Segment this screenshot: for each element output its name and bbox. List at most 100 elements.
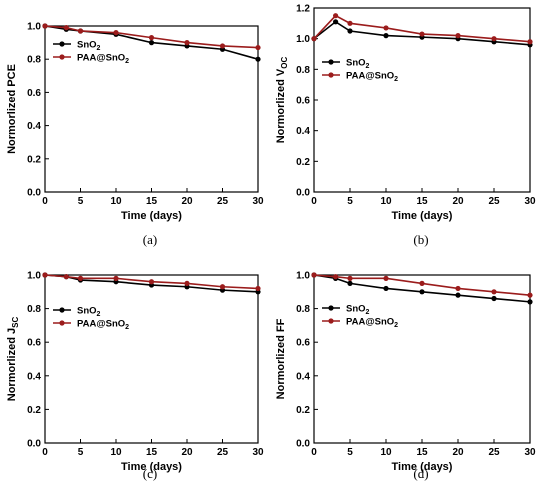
legend-marker bbox=[328, 318, 334, 324]
legend-label: PAA@SnO2 bbox=[77, 53, 129, 66]
y-tick-label: 0.2 bbox=[27, 405, 41, 416]
data-point bbox=[527, 292, 533, 298]
data-point bbox=[219, 43, 226, 49]
data-point bbox=[148, 35, 155, 41]
y-tick-label: 1.0 bbox=[296, 271, 310, 282]
legend-label: PAA@SnO2 bbox=[346, 71, 398, 84]
data-point bbox=[455, 292, 461, 298]
y-tick-label: 0.6 bbox=[296, 96, 310, 107]
plot-frame bbox=[44, 274, 259, 444]
y-tick-label: 0.6 bbox=[27, 88, 41, 99]
x-tick-label: 25 bbox=[217, 196, 229, 207]
x-axis-title: Time (days) bbox=[121, 461, 182, 473]
x-axis-title: Time (days) bbox=[392, 210, 453, 222]
legend-label: SnO2 bbox=[77, 40, 101, 53]
data-point bbox=[491, 295, 497, 302]
data-point bbox=[255, 56, 261, 62]
data-point bbox=[383, 25, 389, 31]
x-axis-title: Time (days) bbox=[392, 461, 453, 473]
y-tick-label: 0.4 bbox=[27, 371, 41, 382]
legend-label: PAA@SnO2 bbox=[77, 319, 129, 332]
y-tick-label: 0.0 bbox=[296, 188, 310, 199]
y-axis-title: Normorlized FF bbox=[275, 318, 287, 399]
data-point bbox=[148, 40, 155, 46]
x-tick-label: 20 bbox=[452, 447, 464, 458]
legend-label: SnO2 bbox=[346, 304, 370, 317]
data-point bbox=[347, 28, 353, 34]
data-point bbox=[77, 28, 84, 34]
x-tick-label: 15 bbox=[416, 196, 428, 207]
x-tick-label: 10 bbox=[110, 196, 122, 207]
chart-panel-b: 0 5 10 15 20 25 30 0.0 0.2 0.4 0.6 0.8 1.0 1.2 Time (d… bbox=[275, 4, 536, 248]
x-tick-label: 5 bbox=[78, 447, 84, 458]
chart-panel-c: 0 5 10 15 20 25 30 0.0 0.2 0.4 0.6 0.8 1.0 Time (days… bbox=[6, 271, 264, 482]
x-tick-label: 30 bbox=[252, 196, 264, 207]
legend-marker bbox=[59, 54, 65, 60]
legend-marker bbox=[59, 41, 65, 47]
x-tick-label: 15 bbox=[416, 447, 428, 458]
y-tick-label: 0.8 bbox=[27, 55, 41, 66]
data-point bbox=[333, 274, 339, 280]
series-line-paa-sno2 bbox=[313, 14, 531, 43]
y-tick-label: 0.4 bbox=[296, 126, 310, 137]
x-tick-label: 25 bbox=[488, 447, 500, 458]
x-tick-label: 20 bbox=[452, 196, 464, 207]
x-tick-label: 10 bbox=[110, 447, 122, 458]
data-point bbox=[527, 39, 533, 45]
legend-label: SnO2 bbox=[77, 306, 101, 319]
x-tick-label: 10 bbox=[380, 196, 392, 207]
legend-marker bbox=[59, 307, 65, 313]
data-point bbox=[347, 20, 353, 26]
panel-caption: (d) bbox=[413, 466, 428, 481]
x-tick-label: 30 bbox=[524, 196, 536, 207]
y-axis-title: Normorlized VOC bbox=[275, 56, 289, 143]
panel-caption: (c) bbox=[143, 466, 157, 481]
data-point bbox=[113, 275, 119, 281]
data-point bbox=[255, 285, 261, 292]
x-tick-label: 0 bbox=[311, 447, 317, 458]
chart-panel-d: 0 5 10 15 20 25 30 0.0 0.2 0.4 0.6 0.8 1.0 Time (days… bbox=[275, 271, 536, 482]
panel-caption: (b) bbox=[413, 232, 428, 247]
x-axis-title: Time (days) bbox=[121, 210, 182, 222]
legend-marker bbox=[328, 72, 334, 78]
x-tick-label: 30 bbox=[524, 447, 536, 458]
data-point bbox=[184, 280, 190, 286]
y-tick-label: 0.6 bbox=[27, 338, 41, 349]
legend-label: SnO2 bbox=[346, 58, 370, 71]
series-line-sno2 bbox=[313, 20, 531, 46]
legend-marker bbox=[59, 320, 65, 326]
data-point bbox=[333, 13, 339, 19]
y-tick-label: 0.0 bbox=[27, 439, 41, 450]
data-point bbox=[42, 23, 48, 29]
y-tick-label: 0.4 bbox=[296, 371, 310, 382]
y-tick-label: 0.0 bbox=[296, 439, 310, 450]
data-point bbox=[333, 19, 339, 25]
y-tick-label: 0.8 bbox=[296, 65, 310, 76]
data-point bbox=[219, 284, 226, 290]
x-tick-label: 0 bbox=[311, 196, 317, 207]
plot-frame bbox=[313, 274, 531, 444]
y-tick-label: 0.2 bbox=[296, 157, 310, 168]
data-point bbox=[419, 280, 425, 286]
y-tick-label: 1.0 bbox=[27, 22, 41, 33]
y-axis-title: Normorlized JSC bbox=[6, 317, 20, 402]
data-point bbox=[311, 272, 317, 278]
data-point bbox=[113, 30, 119, 36]
data-point bbox=[383, 275, 389, 281]
y-tick-label: 0.2 bbox=[296, 405, 310, 416]
data-point bbox=[383, 33, 389, 39]
chart-panel-a: 0 5 10 15 20 25 30 0.0 0.2 0.4 0.6 0.8 1.0 Time (days… bbox=[6, 22, 264, 248]
x-tick-label: 5 bbox=[347, 196, 353, 207]
y-tick-label: 0.8 bbox=[27, 304, 41, 315]
data-point bbox=[63, 25, 69, 31]
x-tick-label: 15 bbox=[146, 447, 158, 458]
data-point bbox=[311, 36, 317, 42]
x-tick-label: 30 bbox=[252, 447, 264, 458]
x-tick-label: 5 bbox=[347, 447, 353, 458]
y-tick-label: 1.0 bbox=[27, 271, 41, 282]
legend-label: PAA@SnO2 bbox=[346, 317, 398, 330]
data-point bbox=[491, 36, 497, 42]
data-point bbox=[347, 275, 353, 281]
